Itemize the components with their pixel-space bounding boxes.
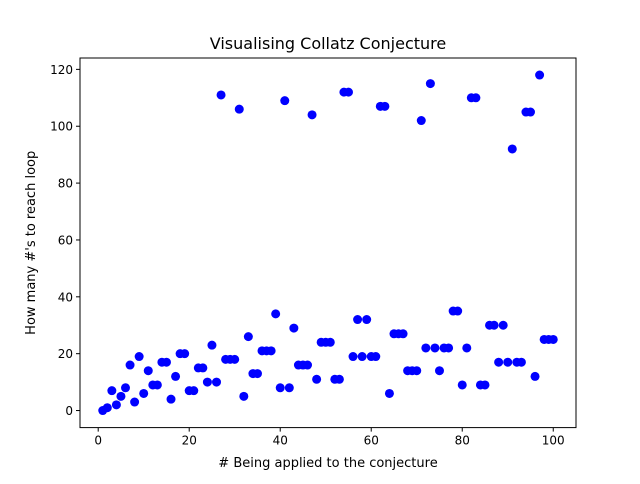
scatter-point — [102, 403, 112, 413]
x-tick-label: 60 — [364, 434, 379, 448]
y-tick-label: 0 — [65, 404, 73, 418]
scatter-point — [371, 352, 381, 362]
scatter-point — [216, 90, 226, 100]
scatter-point — [480, 380, 490, 390]
scatter-point — [325, 337, 335, 347]
scatter-point — [284, 383, 294, 393]
scatter-point — [280, 96, 290, 106]
y-tick-label: 20 — [58, 347, 73, 361]
scatter-point — [243, 332, 253, 342]
scatter-point — [434, 366, 444, 376]
scatter-point — [457, 380, 467, 390]
scatter-point — [362, 315, 372, 325]
scatter-point — [530, 371, 540, 381]
scatter-point — [380, 101, 390, 111]
scatter-point — [384, 388, 394, 398]
scatter-point — [498, 320, 508, 330]
scatter-point — [234, 104, 244, 114]
scatter-point — [507, 144, 517, 154]
scatter-point — [471, 93, 481, 103]
scatter-point — [266, 346, 276, 356]
x-tick-label: 100 — [542, 434, 565, 448]
scatter-point — [289, 323, 299, 333]
scatter-point — [230, 354, 240, 364]
scatter-point — [548, 334, 558, 344]
scatter-point — [252, 369, 262, 379]
scatter-point — [526, 107, 535, 117]
scatter-point — [107, 386, 117, 396]
y-tick-label: 80 — [58, 177, 73, 191]
scatter-point — [198, 363, 208, 373]
x-tick-label: 80 — [455, 434, 470, 448]
scatter-point — [444, 343, 454, 353]
data-points — [98, 70, 558, 416]
scatter-point — [416, 116, 426, 126]
scatter-point — [425, 79, 435, 89]
scatter-point — [125, 360, 135, 370]
axis-ticks: 0 20 40 60 80 100 0 20 40 60 80 100 120 — [50, 63, 565, 448]
x-tick-label: 0 — [94, 434, 102, 448]
scatter-point — [271, 309, 281, 319]
scatter-point — [503, 357, 513, 367]
scatter-point — [334, 374, 344, 384]
scatter-point — [357, 352, 367, 362]
scatter-point — [398, 329, 408, 339]
y-axis-label: How many #'s to reach loop — [24, 151, 39, 335]
scatter-point — [239, 391, 249, 401]
scatter-point — [462, 343, 472, 353]
scatter-point — [212, 377, 222, 387]
scatter-point — [116, 391, 126, 401]
scatter-point — [430, 343, 440, 353]
plot-area-frame — [79, 57, 577, 429]
chart-title: Visualising Collatz Conjecture — [210, 34, 446, 53]
scatter-point — [353, 315, 363, 325]
scatter-point — [207, 340, 217, 350]
scatter-point — [421, 343, 431, 353]
scatter-point — [303, 360, 313, 370]
scatter-point — [307, 110, 317, 120]
scatter-point — [121, 383, 130, 393]
x-tick-label: 20 — [182, 434, 197, 448]
scatter-point — [161, 357, 171, 367]
scatter-point — [111, 400, 121, 410]
scatter-point — [189, 386, 199, 396]
scatter-point — [202, 377, 212, 387]
y-tick-label: 100 — [50, 120, 73, 134]
scatter-point — [134, 352, 144, 362]
scatter-point — [139, 388, 149, 398]
scatter-point — [143, 366, 153, 376]
scatter-point — [489, 320, 499, 330]
scatter-point — [516, 357, 526, 367]
scatter-point — [180, 349, 190, 359]
scatter-point — [152, 380, 162, 390]
scatter-point — [171, 371, 181, 381]
y-tick-label: 120 — [50, 63, 73, 77]
scatter-point — [348, 352, 358, 362]
scatter-point — [494, 357, 504, 367]
y-tick-label: 60 — [58, 233, 73, 247]
scatter-point — [343, 87, 353, 97]
scatter-point — [312, 374, 322, 384]
scatter-point — [412, 366, 422, 376]
x-tick-label: 40 — [273, 434, 288, 448]
y-tick-label: 40 — [58, 290, 73, 304]
x-axis-label: # Being applied to the conjecture — [218, 456, 437, 471]
scatter-point — [535, 70, 545, 80]
scatter-point — [453, 306, 463, 316]
scatter-point — [130, 397, 140, 407]
scatter-point — [275, 383, 285, 393]
scatter-point — [166, 394, 176, 404]
